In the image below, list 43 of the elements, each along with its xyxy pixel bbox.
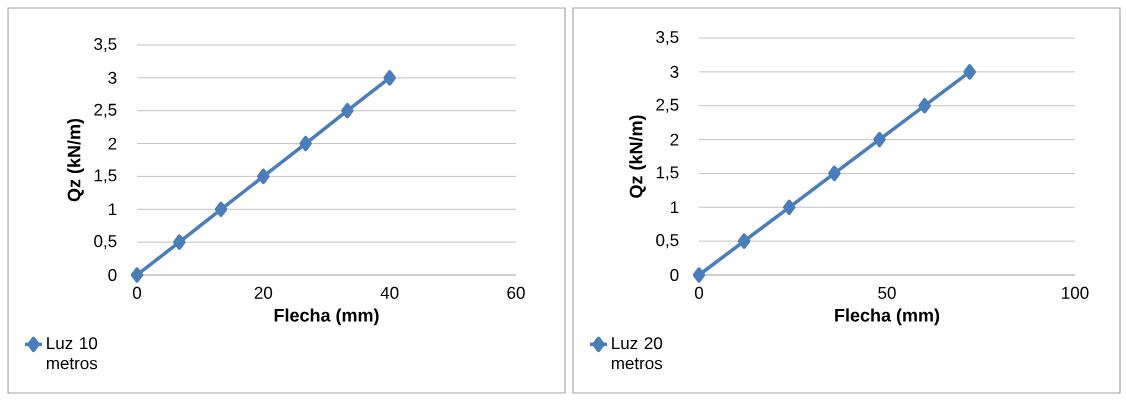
y-tick-label: 0,5	[656, 234, 679, 249]
y-tick-label: 2,5	[656, 98, 679, 113]
y-tick-label: 2	[108, 137, 117, 150]
y-tick-label: 1	[670, 201, 679, 214]
x-tick-label: 40	[380, 286, 399, 299]
y-tick-label: 3	[670, 65, 679, 78]
point	[383, 70, 396, 86]
y-tick-label: 1	[109, 203, 117, 216]
y-axis-title: Qz (kN/m)	[67, 118, 84, 202]
point	[257, 168, 270, 185]
x-tick-label: 50	[878, 286, 896, 299]
y-tick-label: 3	[108, 71, 117, 84]
point	[873, 131, 886, 148]
y-tick-label: 3,5	[656, 30, 679, 46]
point	[692, 267, 706, 283]
point	[130, 267, 144, 283]
y-axis-title: Qz (kN/m)	[629, 115, 646, 198]
y-tick-label: 2,5	[94, 103, 117, 118]
y-tick-label: 3,5	[94, 37, 117, 53]
point	[737, 233, 751, 249]
y-tick-label: 1,5	[94, 169, 117, 184]
x-axis-title: Flecha (mm)	[274, 308, 379, 326]
point	[918, 97, 931, 114]
x-tick-label: 20	[254, 286, 273, 299]
point	[828, 165, 841, 182]
point	[173, 234, 186, 250]
y-tick-label: 1,5	[656, 166, 679, 181]
y-tick-label: 0	[670, 268, 679, 282]
y-tick-label: 2	[670, 133, 679, 146]
point	[299, 135, 312, 152]
y-tick-label: 0,5	[94, 235, 117, 250]
y-tick-label: 0	[108, 268, 117, 282]
x-axis-title: Flecha (mm)	[835, 308, 940, 326]
point	[341, 102, 354, 119]
x-tick-label: 0	[694, 286, 704, 299]
point	[782, 199, 796, 216]
point	[963, 64, 976, 80]
x-tick-label: 0	[132, 286, 142, 299]
legend-label: Luz 20 metros	[611, 337, 663, 370]
x-tick-label: 100	[1062, 286, 1089, 299]
x-tick-label: 60	[507, 286, 525, 299]
legend-label: Luz 10 metros	[46, 337, 98, 370]
point	[214, 201, 228, 218]
